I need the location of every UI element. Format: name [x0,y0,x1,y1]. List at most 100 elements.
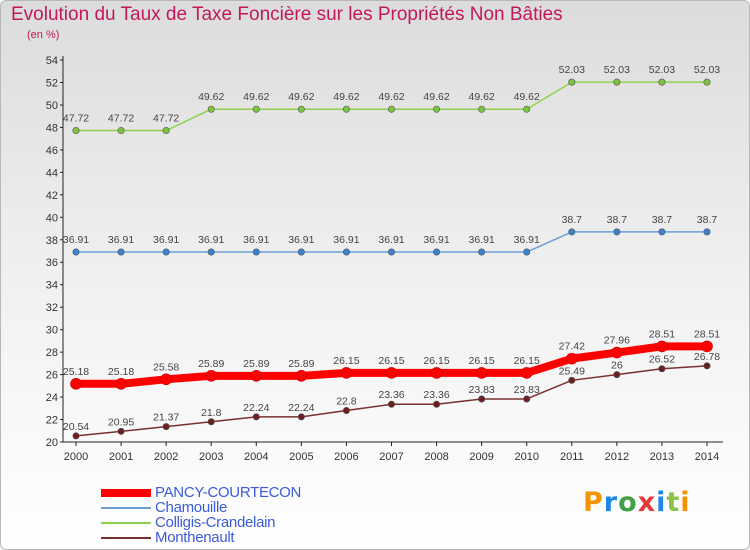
chart-title: Evolution du Taux de Taxe Foncière sur l… [11,4,563,25]
legend-swatch [101,489,151,497]
y-tick-label: 26 [46,370,58,382]
data-label: 36.91 [198,234,224,246]
data-label: 26.15 [333,355,359,367]
logo-letter: i [680,487,691,518]
logo-letter: x [637,487,657,518]
data-label: 25.89 [243,358,269,370]
series-point [613,371,621,379]
series-point [433,248,441,256]
x-tick-label: 2002 [154,451,178,463]
x-tick-label: 2009 [469,451,493,463]
y-tick-label: 48 [46,122,58,134]
series-point [297,413,305,421]
series-point [342,248,350,256]
data-label: 36.91 [108,234,134,246]
x-tick-label: 2014 [695,451,719,463]
y-axis-unit: (en %) [27,29,60,41]
y-tick-label: 44 [46,167,58,179]
data-label: 25.18 [108,366,134,378]
data-label: 23.83 [469,384,495,396]
data-label: 27.42 [559,341,585,353]
data-label: 49.62 [423,91,449,103]
data-label: 38.7 [652,214,673,226]
data-label: 36.91 [378,234,404,246]
data-label: 36.91 [423,234,449,246]
y-tick-label: 38 [46,235,58,247]
series-point [703,228,711,236]
data-label: 47.72 [108,113,134,125]
x-tick-label: 2001 [109,451,133,463]
data-label: 23.83 [514,384,540,396]
series-point [117,248,125,256]
data-label: 38.7 [562,214,583,226]
x-tick-label: 2011 [560,451,584,463]
series-point [207,418,215,426]
data-label: 38.7 [697,214,718,226]
data-label: 23.36 [423,389,449,401]
data-label: 22.24 [243,402,269,414]
series-point [387,248,395,256]
data-label: 22.8 [336,396,357,408]
series-point [611,346,623,359]
y-tick-label: 50 [46,100,58,112]
x-tick-label: 2008 [424,451,448,463]
data-labels: 25.18 25.18 25.58 25.89 25.89 25.89 26.15 26.15… [63,64,720,433]
legend-label: Monthenault [155,529,235,546]
series-point [115,378,127,390]
series-point [703,78,711,86]
legend-label: Chamouille [155,499,228,516]
series-point [72,248,80,256]
series-point [523,395,531,403]
data-label: 20.95 [108,416,134,428]
data-label: 52.03 [559,64,585,76]
series-point [117,127,125,135]
series-point [72,432,80,440]
data-label: 49.62 [514,91,540,103]
series-point [207,105,215,113]
series-point [478,395,486,403]
data-label: 26.15 [378,355,404,367]
y-tick-label: 34 [46,280,58,292]
series-point [658,78,666,86]
x-tick-label: 2010 [514,451,538,463]
series-point [658,228,666,236]
data-label: 28.51 [694,328,720,340]
series-point [568,376,576,384]
series-point [613,228,621,236]
series-point [433,400,441,408]
data-label: 36.91 [288,234,314,246]
series-point [387,105,395,113]
data-label: 25.89 [288,358,314,370]
series-point [205,370,218,382]
data-label: 36.91 [333,234,359,246]
legend-label: PANCY-COURTECON [155,484,302,501]
series-point [385,367,398,379]
y-tick-label: 32 [46,302,58,314]
data-label: 36.91 [514,234,540,246]
series-point [295,370,308,382]
data-label: 36.91 [63,234,89,246]
tick-labels: 20 22 24 26 28 30 32 34 36 38 40 42 44 46 48 50 52 54 2000… [46,55,719,463]
series-point [701,340,713,353]
data-label: 23.36 [378,389,404,401]
series-point [703,362,711,370]
data-label: 28.51 [649,328,675,340]
series-point [342,105,350,113]
series-point [523,105,531,113]
y-tick-label: 42 [46,190,58,202]
data-label: 25.89 [198,358,224,370]
series-point [162,248,170,256]
y-tick-label: 54 [46,55,58,67]
series-points [70,78,713,440]
y-tick-label: 40 [46,212,58,224]
series-point [565,352,578,365]
data-label: 25.58 [153,361,179,373]
logo-letter: r [603,487,619,518]
data-label: 26.78 [694,351,720,363]
data-label: 49.62 [288,91,314,103]
series-point [342,407,350,415]
y-tick-label: 30 [46,325,58,337]
y-tick-label: 20 [46,437,58,449]
